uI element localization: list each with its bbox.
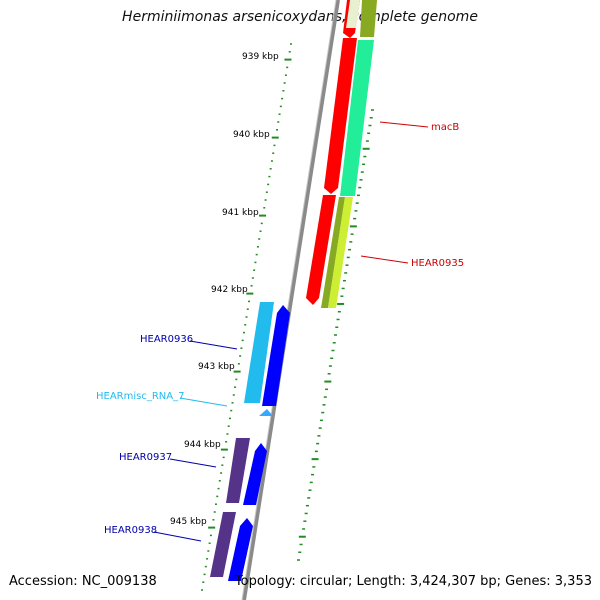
cog-bar-top-white — [346, 0, 360, 28]
scale-labels: 939 kbp 940 kbp 941 kbp 942 kbp 943 kbp … — [170, 52, 279, 527]
cog-bar-HEAR0937 — [226, 438, 250, 503]
topology-text: Topology: circular; Length: 3,424,307 bp… — [234, 574, 592, 589]
gene-label-HEAR0935[interactable]: HEAR0935 — [411, 258, 464, 269]
scale-label: 942 kbp — [211, 285, 248, 295]
scale-label: 943 kbp — [198, 362, 235, 372]
cog-bar-HEAR0935-b[interactable] — [328, 197, 353, 308]
gene-arrow-HEAR0937[interactable] — [243, 443, 267, 505]
cog-bar-top-partial — [360, 0, 377, 37]
backbone-highlight — [241, 0, 337, 600]
scale-label: 945 kbp — [170, 517, 207, 527]
outer-scale-ticks — [297, 109, 374, 561]
gene-arrow-HEAR0935[interactable] — [306, 195, 336, 305]
inner-scale-ticks — [201, 43, 292, 591]
scale-label: 939 kbp — [242, 52, 279, 62]
cog-bar-HEAR0935-a — [321, 197, 345, 308]
cog-bar-HEAR0936 — [244, 302, 274, 403]
cog-bar-macB[interactable] — [340, 40, 374, 196]
gene-label-HEAR0936[interactable]: HEAR0936 — [140, 334, 193, 345]
gene-labels: macB HEAR0935 HEAR0936 HEARmisc_RNA_7 HE… — [96, 122, 464, 536]
map-title: Herminiimonas arsenicoxydans, complete g… — [122, 9, 478, 25]
gene-label-HEAR0937[interactable]: HEAR0937 — [119, 452, 172, 463]
gene-label-leaders — [153, 121, 429, 542]
gene-label-HEAR0938[interactable]: HEAR0938 — [104, 525, 157, 536]
gene-label-macB[interactable]: macB — [431, 122, 459, 133]
gene-label-HEARmisc_RNA_7[interactable]: HEARmisc_RNA_7 — [96, 391, 185, 402]
gene-arrow-macB[interactable] — [324, 38, 357, 194]
misc-rna-HEARmisc_RNA_7[interactable] — [259, 409, 273, 416]
backbone-line — [242, 0, 340, 600]
scale-label: 941 kbp — [222, 208, 259, 218]
gene-arrow-HEAR0936[interactable] — [262, 305, 290, 406]
scale-label: 940 kbp — [233, 130, 270, 140]
cog-bar-HEAR0938 — [210, 512, 236, 577]
accession-text: Accession: NC_009138 — [9, 574, 157, 589]
scale-label: 944 kbp — [184, 440, 221, 450]
gene-arrow-HEAR0938[interactable] — [228, 518, 253, 581]
